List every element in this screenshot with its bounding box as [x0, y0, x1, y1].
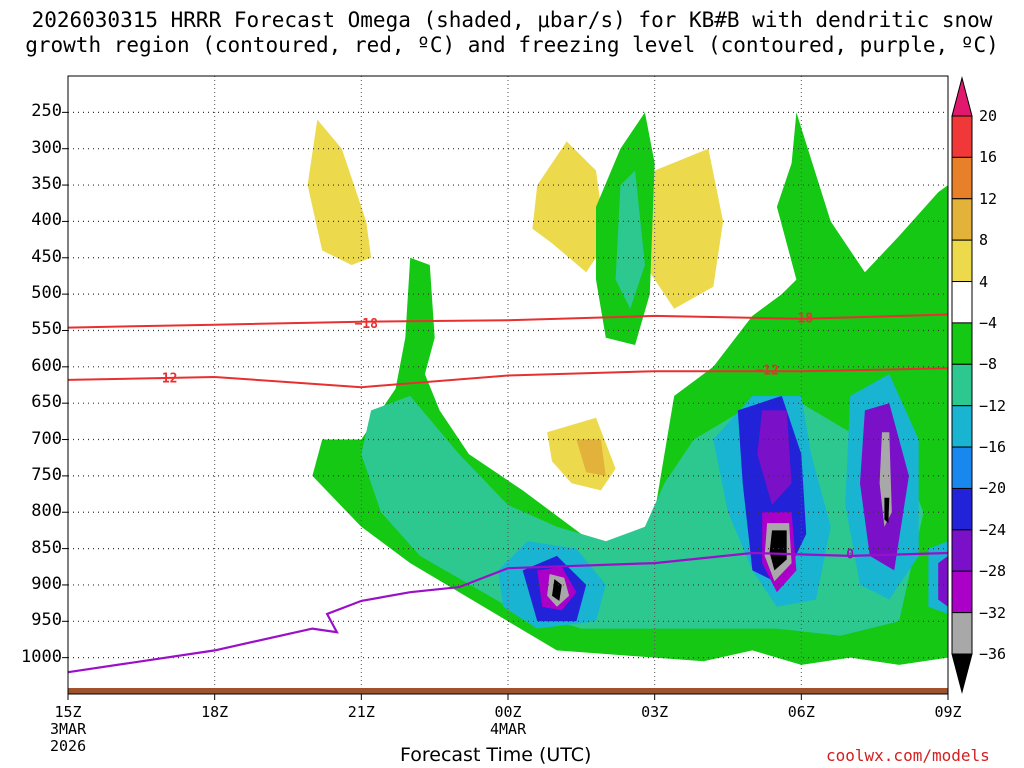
- freezing-level-label: 0: [846, 547, 854, 562]
- y-tick-label: 900: [31, 573, 62, 594]
- colorbar-label: −20: [979, 479, 1007, 498]
- y-tick-label: 950: [31, 610, 62, 631]
- colorbar-bin-4: [951, 239, 973, 283]
- x-tick-sublabel: 2026: [50, 737, 87, 755]
- colorbar-bin-5: [951, 281, 973, 324]
- x-tick-label: 09Z: [934, 703, 962, 721]
- omega-shade-24: [769, 530, 787, 571]
- colorbar-label: −24: [979, 520, 1007, 539]
- y-tick-label: 350: [31, 174, 62, 195]
- y-tick-label: 800: [31, 501, 62, 522]
- y-tick-label: 300: [31, 137, 62, 158]
- colorbar-bin-10: [951, 487, 973, 531]
- dgz-contour-label-1: −12: [154, 372, 177, 387]
- chart-title-line-2: growth region (contoured, red, ºC) and f…: [25, 33, 999, 57]
- colorbar-bin-8: [951, 405, 973, 448]
- colorbar-bin-9: [951, 446, 973, 489]
- x-tick-label: 15Z: [54, 703, 82, 721]
- colorbar-bin-6: [951, 322, 973, 365]
- dgz-contour-0: [67, 313, 949, 329]
- chart-title-line-1: 2026030315 HRRR Forecast Omega (shaded, …: [31, 8, 993, 32]
- colorbar-top-arrow: [951, 76, 973, 117]
- colorbar-bin-11: [951, 529, 973, 572]
- colorbar-label: 8: [979, 231, 989, 250]
- x-tick-sublabel: 4MAR: [490, 720, 527, 738]
- y-tick-label: 650: [31, 392, 62, 413]
- y-tick-label: 600: [31, 355, 62, 376]
- colorbar-label: 12: [979, 189, 998, 208]
- colorbar-label: −12: [979, 396, 1007, 415]
- ground-strip: [68, 688, 948, 694]
- x-axis-label: Forecast Time (UTC): [400, 744, 592, 766]
- omega-shade-21: [552, 579, 562, 601]
- dgz-contour-label-right-0: −18: [790, 311, 814, 326]
- omega-shade-27: [938, 555, 948, 607]
- colorbar-label: 4: [979, 272, 989, 291]
- y-tick-label: 750: [31, 464, 62, 485]
- dgz-contour-1: [67, 367, 949, 389]
- omega-shade-2: [649, 148, 724, 309]
- omega-shade-10: [615, 170, 645, 309]
- y-tick-label: 700: [31, 428, 62, 449]
- colorbar-label: −4: [979, 313, 998, 332]
- y-tick-label: 400: [31, 210, 62, 231]
- x-tick-label: 21Z: [347, 703, 375, 721]
- x-tick-sublabel: 3MAR: [50, 720, 87, 738]
- dgz-contour-label-0: −18: [354, 317, 378, 332]
- x-tick-label: 18Z: [201, 703, 229, 721]
- colorbar-bin-2: [951, 156, 973, 200]
- credit-text: coolwx.com/models: [826, 746, 990, 765]
- omega-shade-17: [757, 410, 792, 505]
- colorbar-label: −16: [979, 438, 1007, 457]
- colorbar-label: −8: [979, 355, 998, 374]
- freezing-level-contour: [67, 551, 949, 674]
- y-tick-label: 550: [31, 319, 62, 340]
- x-tick-label: 00Z: [494, 703, 522, 721]
- x-tick-label: 06Z: [787, 703, 815, 721]
- dgz-contour-label-right-1: −12: [755, 364, 778, 379]
- colorbar-bin-7: [951, 363, 973, 407]
- omega-shade-4: [576, 439, 606, 476]
- x-tick-label: 03Z: [641, 703, 669, 721]
- omega-shade-26: [884, 497, 890, 524]
- y-tick-label: 850: [31, 537, 62, 558]
- y-tick-label: 1000: [21, 646, 62, 667]
- y-tick-label: 500: [31, 283, 62, 304]
- colorbar-bin-1: [951, 115, 973, 158]
- colorbar-bin-3: [951, 198, 973, 241]
- y-tick-label: 450: [31, 246, 62, 267]
- omega-shade-1: [532, 141, 606, 273]
- omega-shade-0: [307, 119, 372, 265]
- colorbar-label: −36: [979, 645, 1007, 663]
- colorbar-bin-13: [951, 612, 973, 655]
- colorbar-bin-12: [951, 570, 973, 614]
- colorbar-label: 16: [979, 148, 998, 167]
- colorbar-label: −28: [979, 562, 1007, 581]
- colorbar-label: 20: [979, 107, 998, 125]
- colorbar-label: −32: [979, 603, 1007, 622]
- y-tick-label: 250: [31, 101, 62, 122]
- colorbar-bottom-arrow: [951, 653, 973, 694]
